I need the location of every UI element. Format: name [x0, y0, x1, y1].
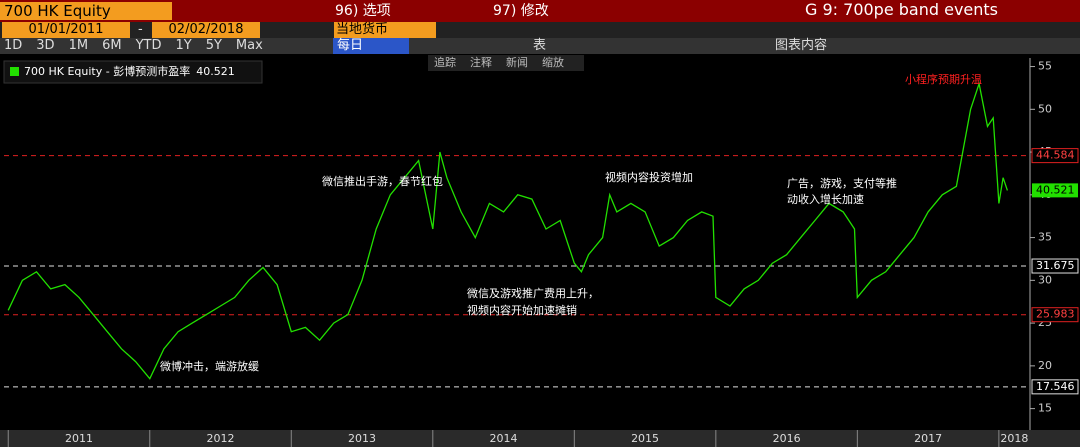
table-btn[interactable]: 表 [533, 38, 547, 53]
legend-text: 700 HK Equity - 彭博预测市盈率 40.521 [24, 64, 235, 78]
dash: - [138, 22, 143, 37]
period-btn[interactable]: 6M [102, 38, 122, 53]
x-tick-label: 2012 [207, 432, 235, 445]
content-btn[interactable]: 图表内容 [775, 38, 828, 53]
ref-label: 25.983 [1036, 308, 1075, 321]
chart: 1520253035404550552011201220132014201520… [0, 58, 1080, 447]
menu[interactable]: 97) 修改 [493, 3, 549, 19]
period-btn[interactable]: 3D [36, 38, 55, 53]
annotation: 视频内容开始加速摊销 [467, 303, 577, 317]
y-tick-label: 30 [1038, 273, 1052, 286]
annotation: 视频内容投资增加 [605, 170, 693, 184]
y-tick-label: 15 [1038, 402, 1052, 415]
x-axis-band [0, 430, 1080, 447]
y-tick-label: 55 [1038, 60, 1052, 73]
period-btn[interactable]: 1M [68, 38, 89, 53]
ref-label: 44.584 [1036, 149, 1075, 162]
x-tick-label: 2011 [65, 432, 93, 445]
x-tick-label: 2018 [1000, 432, 1028, 445]
last-box [1032, 183, 1078, 198]
line [7, 81, 1009, 380]
annotation: 微信及游戏推广费用上升， [467, 286, 599, 300]
annotation: 微博冲击，端游放缓 [160, 359, 259, 373]
period-btn[interactable]: Max [235, 38, 263, 53]
ref-label-box [1031, 258, 1079, 274]
legend-box [3, 60, 263, 84]
y-tick-label: 50 [1038, 102, 1052, 115]
annotation: 广告，游戏，支付等推 [787, 176, 897, 190]
x-tick-label: 2014 [490, 432, 518, 445]
annotation: 小程序预期升温 [905, 72, 982, 86]
period-btn[interactable]: 1Y [175, 38, 192, 53]
ref-label-box [1031, 379, 1079, 395]
tool-btn[interactable]: 缩放 [542, 56, 564, 69]
x-tick-label: 2013 [348, 432, 376, 445]
annotation: 动收入增长加速 [787, 192, 864, 206]
tool-btn[interactable]: 注释 [470, 56, 492, 69]
ref-label: 31.675 [1036, 259, 1075, 272]
period-btn[interactable]: YTD [135, 38, 162, 53]
periods: 1D 3D 1M 6M YTD 1Y 5Y Max [4, 38, 277, 54]
annotation: 微信推出手游，春节红包 [322, 174, 443, 188]
ref-label-box [1031, 307, 1079, 323]
toolbar [0, 38, 1080, 54]
start-date[interactable]: 01/01/2011 [2, 22, 130, 38]
legend-name: 700 HK Equity - 彭博预测市盈率 [24, 64, 190, 78]
legend-value: 40.521 [196, 65, 235, 78]
ref-label-box [1031, 148, 1079, 164]
y-tick-label: 20 [1038, 359, 1052, 372]
tool-btn[interactable]: 追踪 [434, 56, 456, 69]
x-tick-label: 2015 [631, 432, 659, 445]
x-tick-label: 2017 [914, 432, 942, 445]
date-bar [0, 22, 1080, 38]
x-tick-label: 2016 [773, 432, 801, 445]
top-bar [0, 0, 1080, 22]
last-label: 40.521 [1036, 183, 1075, 196]
menu[interactable]: 96) 选项 [335, 3, 391, 19]
ref-label: 17.546 [1036, 380, 1075, 393]
chart-tools: 追踪 注释 新闻 缩放 [428, 55, 584, 71]
period-btn[interactable]: 5Y [205, 38, 222, 53]
freq[interactable]: 每日 [333, 38, 409, 54]
tool-btn[interactable]: 新闻 [506, 56, 528, 69]
ticker[interactable]: 700 HK Equity [0, 2, 172, 20]
window-title: G 9: 700pe band events [805, 0, 999, 19]
y-tick-label: 35 [1038, 231, 1052, 244]
legend-swatch [10, 67, 19, 76]
currency[interactable]: 当地货币 [334, 22, 436, 38]
period-btn[interactable]: 1D [4, 38, 23, 53]
end-date[interactable]: 02/02/2018 [152, 22, 260, 38]
